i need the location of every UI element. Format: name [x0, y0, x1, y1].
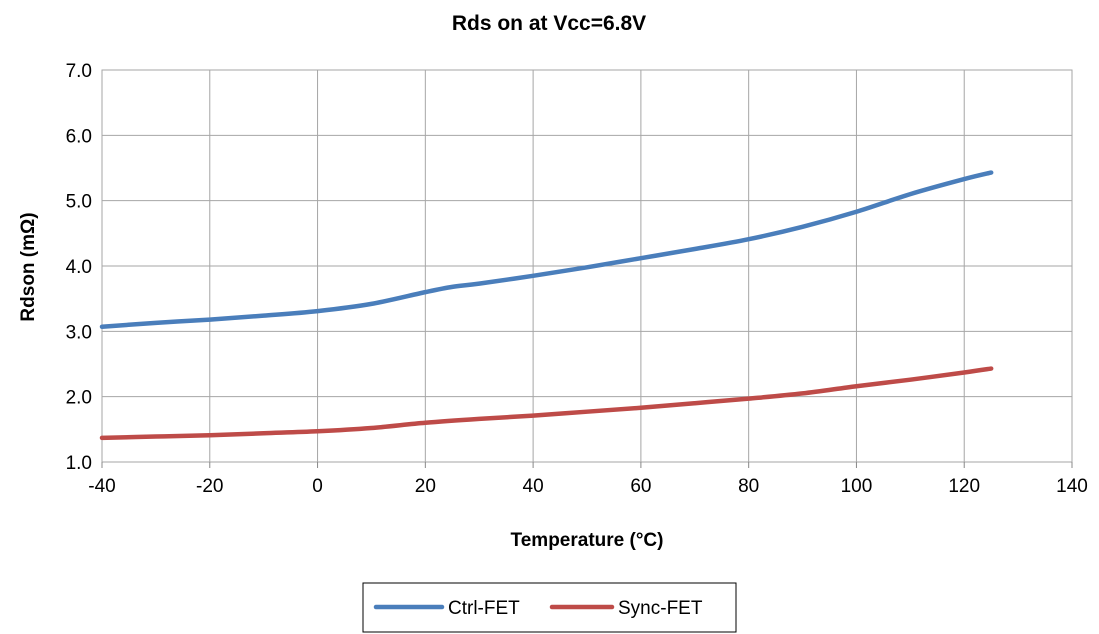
x-tick-label: 0	[312, 476, 323, 497]
x-tick-label: 60	[630, 476, 651, 497]
y-tick-label: 4.0	[66, 257, 92, 278]
x-tick-label: 140	[1056, 476, 1088, 497]
series-line-ctrl-fet	[99, 170, 994, 330]
y-tick-label: 2.0	[66, 388, 92, 409]
x-tick-label: 80	[738, 476, 759, 497]
plot-area-border	[101, 69, 1073, 463]
y-tick-label: 7.0	[66, 61, 92, 82]
chart-title: Rds on at Vcc=6.8V	[452, 12, 646, 35]
x-tick-label: 100	[841, 476, 873, 497]
x-tick-label: 20	[415, 476, 436, 497]
legend: Ctrl-FET Sync-FET	[362, 582, 737, 633]
x-tick-label: 40	[523, 476, 544, 497]
y-tick-label: 5.0	[66, 192, 92, 213]
x-tick-label: -40	[88, 476, 115, 497]
x-tick-label: -20	[196, 476, 223, 497]
y-axis-label: Rdson (mΩ)	[18, 212, 39, 321]
tick-labels: -40 -20 0 20 40 60 80 100 120 140 1.0 2.0 3.0 4.0 5.0 6…	[66, 61, 1088, 497]
x-tick-label: 120	[948, 476, 980, 497]
legend-label-sync-fet: Sync-FET	[618, 598, 703, 619]
legend-label-ctrl-fet: Ctrl-FET	[448, 598, 520, 619]
y-tick-label: 1.0	[66, 453, 92, 474]
x-axis-label: Temperature (°C)	[511, 530, 664, 551]
y-tick-label: 3.0	[66, 322, 92, 343]
series-line-sync-fet	[99, 366, 994, 441]
y-tick-label: 6.0	[66, 126, 92, 147]
series-layer	[99, 170, 994, 441]
